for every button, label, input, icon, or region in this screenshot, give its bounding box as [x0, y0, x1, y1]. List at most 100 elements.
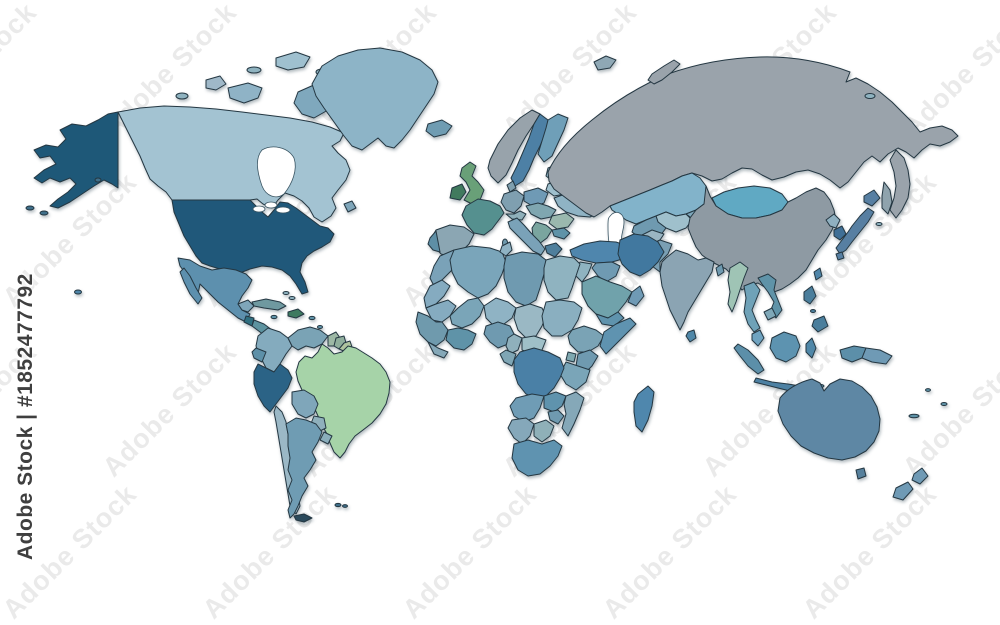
region-algeria	[449, 245, 507, 299]
antilles-island	[308, 315, 316, 321]
region-iceland	[425, 119, 453, 138]
region-japan-honshu	[835, 207, 875, 255]
region-tasmania	[855, 467, 867, 480]
region-nz-south	[892, 481, 914, 501]
region-namibia	[507, 417, 535, 445]
region-western-sahara	[423, 279, 451, 309]
region-drc	[513, 347, 565, 399]
region-denmark	[506, 180, 517, 193]
region-china	[687, 185, 837, 293]
region-saudi-arabia	[581, 275, 633, 319]
region-mozambique	[561, 391, 585, 437]
region-uganda	[565, 351, 577, 363]
region-philippines-luzon	[803, 285, 817, 305]
region-jamaica	[270, 314, 278, 320]
region-iran	[617, 233, 665, 277]
arctic-island	[246, 66, 262, 74]
region-angola	[509, 393, 545, 423]
region-senegal-guinea	[415, 311, 449, 347]
region-ghana-ivory	[445, 327, 477, 351]
watermark-asset-id: Adobe Stock | #1852477792	[14, 273, 37, 560]
region-ecuador	[251, 347, 267, 363]
region-romania	[548, 212, 575, 230]
region-baja	[179, 267, 203, 305]
region-papua-new-guinea	[861, 347, 893, 365]
region-philippines-mindanao	[811, 315, 829, 333]
region-russia	[547, 56, 959, 218]
bahamas-island	[282, 291, 290, 295]
region-malaysia	[751, 329, 765, 347]
region-zambia	[543, 391, 567, 413]
region-yemen	[595, 311, 625, 327]
region-south-africa	[511, 439, 563, 477]
region-nz-north	[911, 467, 929, 485]
hudson-bay	[257, 146, 296, 198]
region-oman	[627, 285, 645, 307]
aleutian-island	[25, 205, 35, 211]
continent-asia-east	[607, 172, 881, 293]
kuril-island	[875, 222, 883, 226]
region-libya	[503, 251, 547, 307]
region-myanmar	[727, 261, 749, 313]
region-iraq	[591, 261, 621, 283]
region-zimbabwe	[547, 409, 565, 425]
falkland-island	[334, 502, 342, 508]
region-north-korea	[825, 213, 841, 229]
region-poland	[523, 187, 549, 208]
region-greenland	[311, 47, 439, 151]
antilles-island	[317, 325, 323, 329]
continent-south-america	[251, 326, 391, 523]
bahamas-island	[288, 296, 296, 300]
region-borneo	[769, 331, 801, 363]
world-map	[25, 47, 959, 523]
region-ellesmere-island	[275, 51, 311, 71]
new-caledonia	[908, 413, 920, 419]
region-india	[659, 249, 715, 331]
region-japan-kyushu	[835, 251, 845, 261]
region-newfoundland	[343, 200, 357, 213]
region-australia	[777, 378, 881, 461]
region-cambodia	[763, 307, 777, 321]
region-finland	[537, 113, 569, 163]
region-portugal	[427, 230, 441, 253]
region-madagascar	[633, 385, 655, 433]
region-svalbard	[593, 55, 617, 71]
region-sri-lanka	[685, 329, 697, 343]
continent-africa	[415, 241, 655, 477]
region-botswana	[533, 419, 555, 443]
aleutian-island	[39, 210, 49, 216]
falkland-island	[342, 504, 348, 508]
region-norway	[487, 109, 541, 184]
region-hawaii	[74, 289, 82, 295]
region-peru	[253, 363, 293, 413]
continent-asia-north	[547, 55, 959, 226]
philippine-island	[810, 309, 816, 313]
region-kamchatka	[889, 149, 911, 219]
region-tierra-del-fuego	[293, 513, 313, 523]
region-france	[461, 198, 505, 236]
region-argentina	[285, 417, 323, 519]
region-bangladesh	[715, 263, 725, 277]
region-thailand	[743, 281, 761, 333]
region-taiwan	[813, 267, 823, 281]
region-south-korea	[833, 225, 847, 241]
region-novaya-zemlya	[647, 59, 681, 85]
region-sierra-liberia	[427, 341, 449, 359]
region-bulgaria	[551, 227, 571, 240]
region-alaska	[33, 111, 119, 209]
region-somalia	[599, 317, 637, 355]
region-germany	[500, 189, 525, 214]
region-hispaniola	[287, 308, 305, 319]
wrangel-island	[864, 93, 876, 99]
great-lake	[275, 206, 291, 214]
region-bolivia	[291, 389, 319, 419]
region-yucatan	[237, 299, 255, 313]
region-alpine	[505, 210, 527, 221]
continent-north-america	[25, 47, 453, 353]
region-italy	[507, 217, 546, 256]
pacific-island	[925, 388, 931, 392]
region-banks-island	[205, 75, 227, 91]
great-lake	[252, 205, 266, 213]
region-vietnam	[757, 273, 783, 319]
region-congo-gabon	[499, 349, 517, 367]
